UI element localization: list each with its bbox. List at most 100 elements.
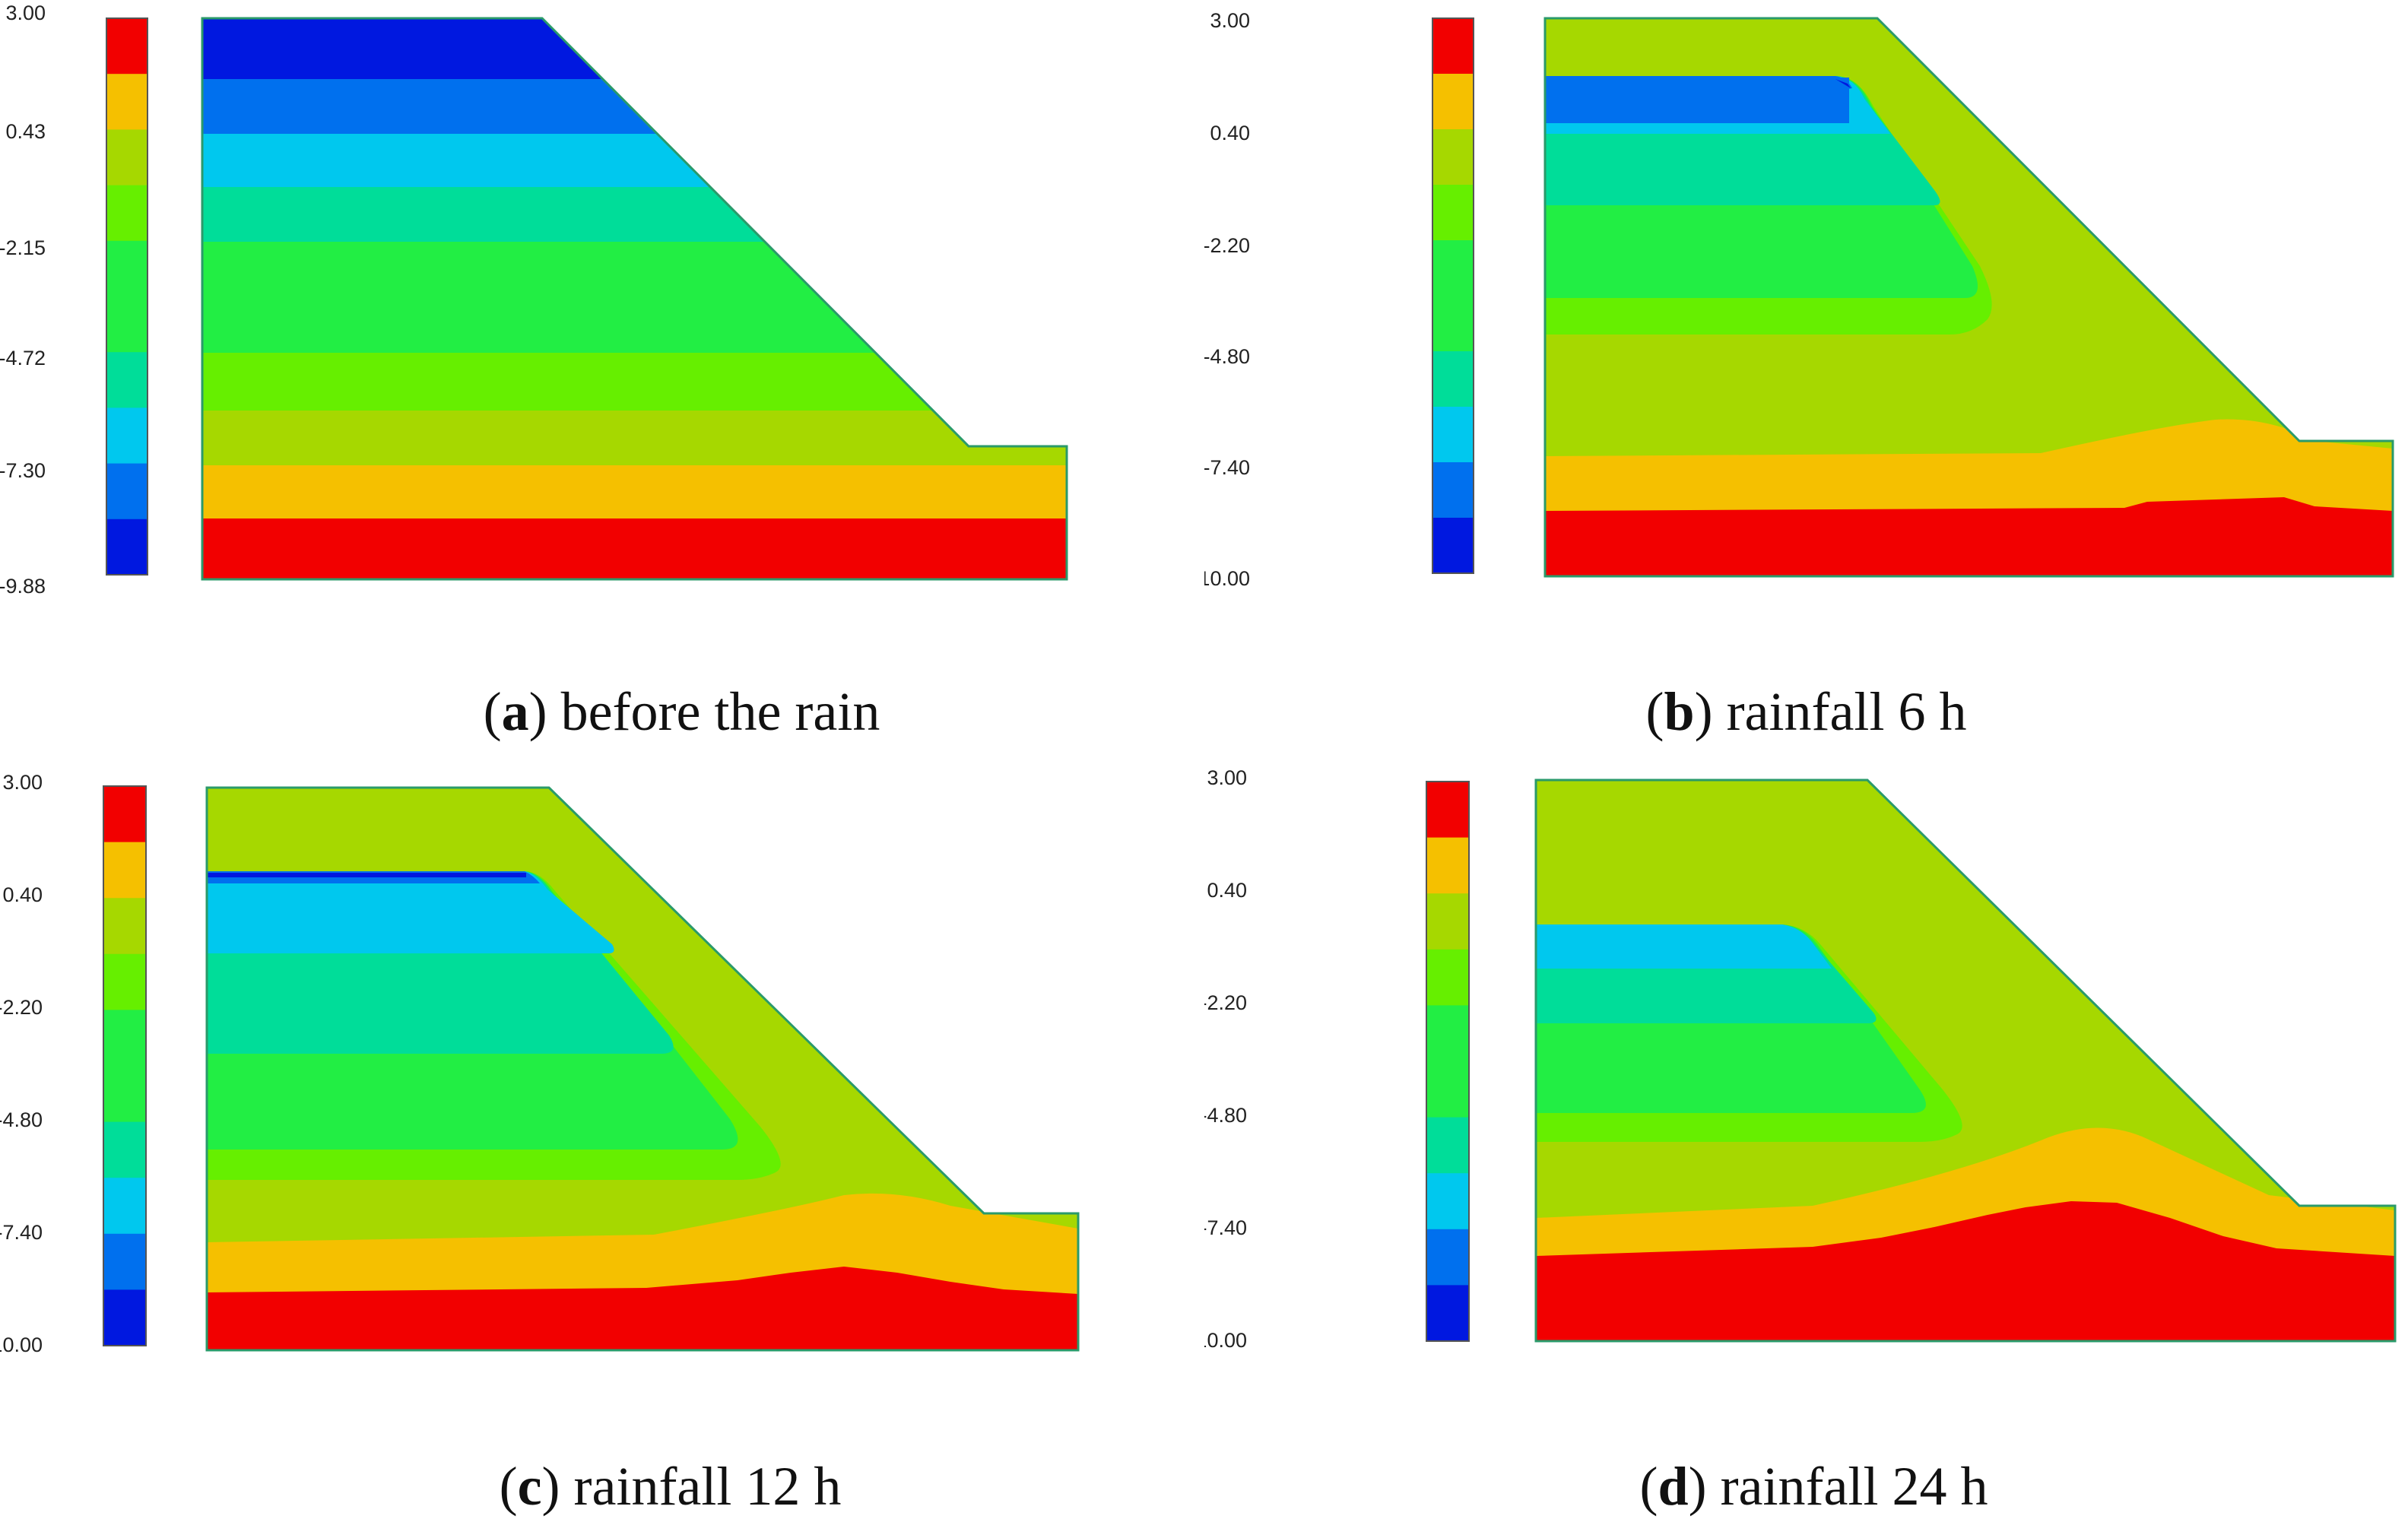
scale-band xyxy=(1432,351,1474,407)
scale-band xyxy=(1426,1061,1469,1118)
scale-band xyxy=(103,953,146,1010)
scale-band xyxy=(106,518,148,576)
scale-band xyxy=(1426,893,1469,950)
tick-label: -2.20 xyxy=(1204,991,1247,1014)
tick-label: -7.40 xyxy=(1204,456,1250,479)
scale-band xyxy=(106,240,148,297)
color-scale-bar xyxy=(1426,781,1470,1342)
pressure-contour-plot-d: 3.00 0.40 -2.20 -4.80 -7.40 -10.00 xyxy=(1204,769,2397,1352)
tick-label: 3.00 xyxy=(1210,9,1250,32)
caption-letter: b xyxy=(1664,681,1695,742)
caption-text: before the rain xyxy=(560,681,880,742)
tick-label: 0.40 xyxy=(1210,122,1250,144)
tick-label: 3.00 xyxy=(1207,769,1247,789)
scale-tick-labels: 3.00 0.43 -2.15 -4.72 -7.30 -9.88 xyxy=(0,2,46,598)
scale-band xyxy=(106,18,148,75)
tick-label: -4.72 xyxy=(0,347,46,369)
caption-text: rainfall 12 h xyxy=(573,1456,842,1517)
tick-label: -10.00 xyxy=(0,1333,43,1356)
caption-text: rainfall 6 h xyxy=(1726,681,1967,742)
scale-band xyxy=(1426,949,1469,1006)
tick-label: 0.43 xyxy=(5,120,46,143)
pressure-contour-plot-a: 3.00 0.43 -2.15 -4.72 -7.30 -9.88 xyxy=(0,2,1068,598)
slope-body xyxy=(1545,18,2393,576)
panel-d: 3.00 0.40 -2.20 -4.80 -7.40 -10.00 (d) r… xyxy=(1204,769,2408,1538)
scale-band xyxy=(106,463,148,520)
scale-band xyxy=(106,74,148,130)
caption-letter: a xyxy=(501,681,529,742)
scale-band xyxy=(1432,240,1474,297)
caption-d: (d) rainfall 24 h xyxy=(1639,1456,1988,1517)
panel-c: 3.00 0.40 -2.20 -4.80 -7.40 -10.00 (c) r… xyxy=(0,769,1204,1538)
tick-label: 0.40 xyxy=(1207,879,1247,902)
scale-band xyxy=(1426,1285,1469,1342)
scale-band xyxy=(1432,518,1474,574)
scale-band xyxy=(103,1178,146,1235)
caption-text: rainfall 24 h xyxy=(1720,1456,1988,1517)
scale-tick-labels: 3.00 0.40 -2.20 -4.80 -7.40 -10.00 xyxy=(1204,769,1247,1352)
scale-band xyxy=(106,407,148,465)
scale-band xyxy=(1432,74,1474,130)
scale-band xyxy=(106,185,148,242)
tick-label: 3.00 xyxy=(2,771,43,794)
color-scale-bar xyxy=(106,17,148,576)
tick-label: -2.15 xyxy=(0,236,46,259)
pressure-contour-plot-c: 3.00 0.40 -2.20 -4.80 -7.40 -10.00 xyxy=(0,771,1080,1356)
scale-band xyxy=(1432,462,1474,518)
tick-label: -4.80 xyxy=(0,1108,43,1131)
scale-band xyxy=(103,1010,146,1067)
tick-label: -4.80 xyxy=(1204,1104,1247,1127)
scale-band xyxy=(1432,129,1474,186)
scale-band xyxy=(1426,1229,1469,1286)
tick-label: -10.00 xyxy=(1204,1329,1247,1352)
scale-band xyxy=(1432,296,1474,352)
slope-outline xyxy=(1534,779,2397,1343)
caption-letter: c xyxy=(517,1456,542,1517)
scale-band xyxy=(1432,185,1474,241)
slope-outline xyxy=(205,786,1080,1352)
scale-tick-labels: 3.00 0.40 -2.20 -4.80 -7.40 -10.00 xyxy=(0,771,43,1356)
panel-a: 3.00 0.43 -2.15 -4.72 -7.30 -9.88 (a) be… xyxy=(0,0,1204,769)
scale-border xyxy=(106,17,148,576)
color-scale-bar xyxy=(1432,17,1474,574)
scale-band xyxy=(103,1233,146,1290)
scale-band xyxy=(1426,1117,1469,1174)
scale-band xyxy=(103,898,146,955)
scale-band xyxy=(103,1289,146,1346)
tick-label: -7.30 xyxy=(0,459,46,482)
slope-outline xyxy=(1543,17,2394,578)
scale-band xyxy=(103,786,146,843)
scale-band xyxy=(103,1066,146,1123)
scale-band xyxy=(103,842,146,899)
slope-body xyxy=(1536,780,2395,1341)
caption-a: (a) before the rain xyxy=(483,681,880,742)
scale-border xyxy=(1426,781,1470,1342)
scale-band xyxy=(1432,18,1474,75)
tick-label: -10.00 xyxy=(1204,567,1250,590)
pressure-contour-plot-b: 3.00 0.40 -2.20 -4.80 -7.40 -10.00 xyxy=(1204,9,2394,590)
scale-band xyxy=(1426,1005,1469,1062)
slope-body xyxy=(202,18,1067,579)
tick-label: 0.40 xyxy=(2,883,43,906)
scale-band xyxy=(103,1121,146,1178)
scale-band xyxy=(106,352,148,408)
slope-outline xyxy=(201,17,1068,581)
scale-band xyxy=(1426,1173,1469,1230)
tick-label: -2.20 xyxy=(1204,234,1250,257)
scale-band xyxy=(1426,837,1469,894)
tick-label: -7.40 xyxy=(0,1221,43,1244)
slope-body xyxy=(207,788,1078,1350)
scale-band xyxy=(1426,782,1469,839)
scale-band xyxy=(106,297,148,353)
scale-tick-labels: 3.00 0.40 -2.20 -4.80 -7.40 -10.00 xyxy=(1204,9,1250,590)
color-scale-bar xyxy=(103,785,147,1346)
tick-label: -7.40 xyxy=(1204,1216,1247,1239)
caption-c: (c) rainfall 12 h xyxy=(499,1456,842,1517)
scale-border xyxy=(103,785,147,1346)
tick-label: 3.00 xyxy=(5,2,46,24)
scale-border xyxy=(1432,17,1474,574)
scale-band xyxy=(106,129,148,186)
caption-b: (b) rainfall 6 h xyxy=(1645,681,1967,742)
tick-label: -9.88 xyxy=(0,575,46,598)
scale-band xyxy=(1432,407,1474,463)
